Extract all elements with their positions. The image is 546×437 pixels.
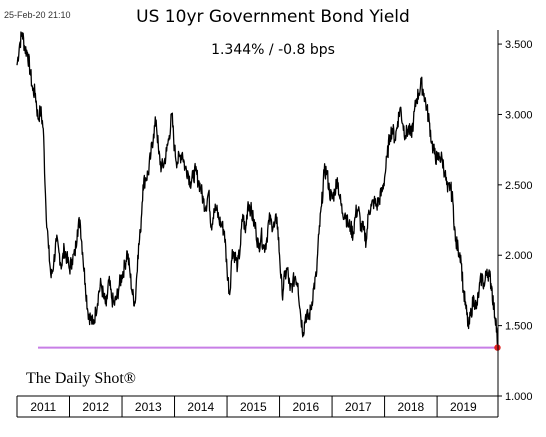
chart-subtitle: 1.344% / -0.8 bps	[211, 42, 335, 58]
plot-area	[16, 31, 501, 351]
timestamp: 25-Feb-20 21:10	[4, 10, 71, 20]
y-tick-label: 3.500	[505, 39, 533, 51]
series-line-0	[16, 31, 499, 348]
y-tick-label: 2.500	[505, 180, 533, 192]
x-tick-label: 2015	[240, 400, 267, 414]
x-tick-label: 2012	[82, 400, 109, 414]
axes: 1.000 1.500 2.000 2.500 3.000 3.500 2011 2012 20…	[16, 30, 533, 418]
x-tick-label: 2013	[135, 400, 162, 414]
chart-title: US 10yr Government Bond Yield	[136, 7, 410, 27]
y-tick-label: 2.000	[505, 250, 533, 262]
daily-shot-logo: The Daily Shot®	[26, 370, 136, 387]
last-point-marker	[494, 344, 501, 351]
x-tick-label: 2016	[292, 400, 319, 414]
y-tick-label: 1.000	[505, 391, 533, 403]
x-tick-label: 2017	[345, 400, 372, 414]
y-tick-label: 1.500	[505, 321, 533, 333]
x-tick-label: 2018	[397, 400, 424, 414]
y-tick-label: 3.000	[505, 109, 533, 121]
x-tick-label: 2019	[450, 400, 477, 414]
x-tick-label: 2014	[187, 400, 214, 414]
x-tick-label: 2011	[30, 400, 56, 414]
